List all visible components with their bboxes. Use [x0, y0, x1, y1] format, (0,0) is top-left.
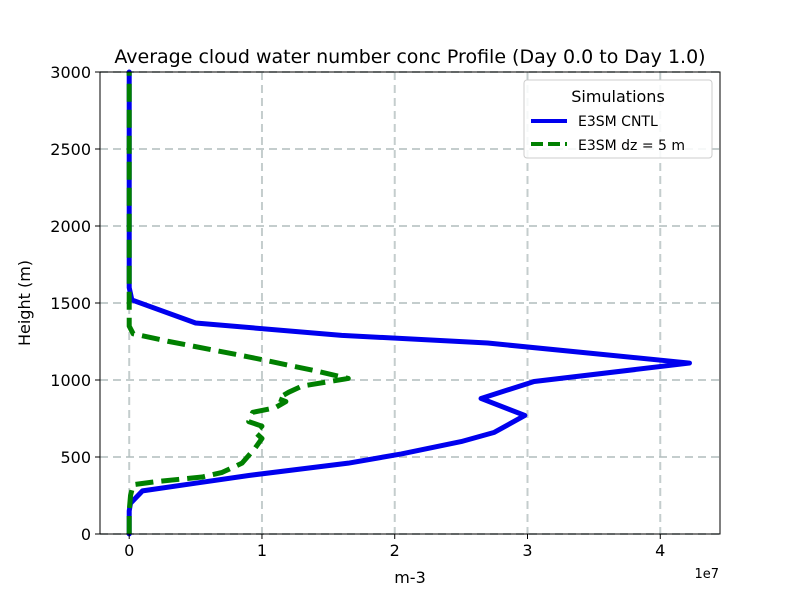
x-tick-label: 1 [257, 541, 267, 560]
legend-label-e3sm-dz5: E3SM dz = 5 m [578, 138, 685, 154]
y-tick-label: 1000 [50, 371, 91, 390]
ticks: 0 1 2 3 4 0 500 1000 1500 2000 2500 3000 [50, 63, 665, 560]
series-layer [126, 69, 692, 537]
y-tick-label: 3000 [50, 63, 91, 82]
x-tick-label: 2 [390, 541, 400, 560]
legend-box [523, 79, 713, 159]
y-axis-label: Height (m) [15, 260, 34, 346]
x-tick-label: 0 [124, 541, 134, 560]
y-tick-label: 2500 [50, 140, 91, 159]
y-tick-label: 2000 [50, 217, 91, 236]
x-tick-label: 3 [522, 541, 532, 560]
x-scale-multiplier: 1e7 [694, 567, 719, 582]
y-tick-label: 0 [81, 525, 91, 544]
x-tick-label: 4 [655, 541, 665, 560]
y-tick-label: 1500 [50, 294, 91, 313]
x-axis-label: m-3 [394, 568, 426, 587]
legend: Simulations E3SM CNTL E3SM dz = 5 m [523, 79, 713, 159]
series-line-e3sm-dz5 [126, 72, 351, 534]
y-tick-label: 500 [60, 448, 91, 467]
legend-label-e3sm-cntl: E3SM CNTL [578, 114, 658, 130]
chart-title: Average cloud water number conc Profile … [114, 46, 705, 68]
legend-title: Simulations [571, 87, 665, 106]
